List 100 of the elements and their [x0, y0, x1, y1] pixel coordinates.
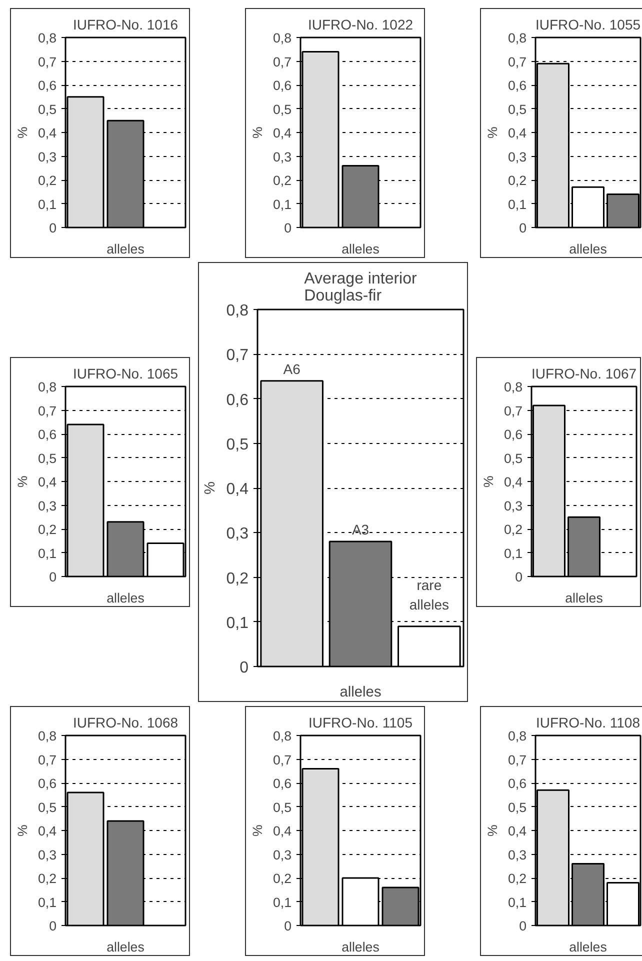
y-tick-label: 0,6 — [38, 78, 57, 93]
y-tick-label: 0,2 — [508, 173, 527, 188]
y-tick-label: 0,5 — [272, 800, 292, 815]
y-tick-label: 0,6 — [508, 776, 527, 791]
x-axis-title: alleles — [106, 242, 145, 256]
x-axis-title: alleles — [106, 590, 145, 606]
y-tick-label: 0,1 — [508, 196, 527, 212]
y-tick-label: 0,1 — [226, 614, 249, 632]
y-tick-label: 0 — [519, 918, 527, 934]
chart-title: IUFRO-No. 1067 — [531, 366, 637, 382]
y-tick-label: 0,1 — [508, 894, 527, 910]
y-tick-label: 0,4 — [38, 824, 58, 838]
annotation: rare alleles — [409, 577, 450, 612]
y-tick-label: 0,8 — [226, 302, 249, 320]
x-axis-title: alleles — [340, 684, 382, 700]
y-tick-label: 0,7 — [508, 752, 527, 768]
x-axis-title: alleles — [569, 242, 608, 256]
y-tick-label: 0,1 — [38, 546, 57, 561]
y-tick-label: 0,7 — [38, 54, 57, 70]
y-tick-label: 0 — [284, 918, 292, 934]
y-axis-title: % — [250, 126, 265, 138]
y-tick-label: 0,6 — [272, 78, 292, 93]
y-tick-label: 0,8 — [504, 380, 523, 394]
y-tick-label: 0,2 — [38, 173, 57, 188]
y-tick-label: 0,2 — [38, 871, 57, 886]
y-tick-label: 0 — [49, 918, 57, 934]
y-axis-title: % — [14, 824, 30, 836]
y-tick-label: 0,3 — [38, 149, 57, 164]
y-tick-label: 0,7 — [272, 54, 292, 70]
chart-title: IUFRO-No. 1065 — [72, 366, 178, 382]
y-tick-label: 0,2 — [504, 522, 523, 537]
y-tick-label: 0,7 — [226, 347, 249, 364]
chart-title: IUFRO-No. 1022 — [308, 16, 414, 32]
y-tick-label: 0,5 — [226, 436, 249, 454]
y-tick-label: 0,4 — [226, 481, 249, 498]
y-axis-title: % — [250, 824, 265, 836]
y-tick-label: 0,5 — [38, 450, 57, 466]
y-tick-label: 0,3 — [226, 526, 249, 543]
y-tick-label: 0,3 — [272, 149, 292, 164]
y-tick-label: 0,4 — [508, 126, 528, 140]
y-tick-label: 0,5 — [508, 800, 527, 815]
y-tick-label: 0,7 — [508, 54, 527, 70]
y-tick-label: 0,3 — [508, 847, 527, 862]
y-tick-label: 0,3 — [504, 498, 523, 514]
y-axis-title: % — [202, 481, 218, 495]
y-tick-label: 0,2 — [508, 871, 527, 886]
y-tick-label: 0,3 — [38, 847, 57, 862]
y-tick-label: 0,1 — [38, 196, 57, 212]
y-axis-title: % — [14, 475, 30, 488]
chart-title: IUFRO-No. 1105 — [308, 714, 413, 730]
annotation: A3 — [352, 522, 370, 538]
y-tick-label: 0,6 — [38, 427, 57, 442]
y-tick-label: 0,8 — [38, 30, 57, 46]
y-tick-label: 0,3 — [508, 149, 527, 164]
y-axis-title: % — [14, 126, 30, 138]
y-tick-label: 0,4 — [504, 474, 524, 490]
y-axis-title: % — [484, 824, 500, 836]
chart-title: IUFRO-No. 1108 — [536, 714, 640, 730]
chart-title: IUFRO-No. 1068 — [72, 714, 178, 730]
chart-title: IUFRO-No. 1055 — [535, 16, 641, 32]
x-axis-title: alleles — [342, 242, 380, 256]
y-tick-label: 0,8 — [38, 380, 57, 394]
y-tick-label: 0,6 — [508, 78, 527, 93]
y-tick-label: 0,1 — [272, 894, 292, 910]
y-tick-label: 0,3 — [272, 847, 292, 862]
y-tick-label: 0,6 — [226, 392, 249, 409]
y-tick-label: 0 — [240, 660, 249, 676]
y-tick-label: 0,1 — [272, 196, 292, 212]
y-tick-label: 0 — [49, 570, 57, 584]
y-tick-label: 0,7 — [272, 752, 292, 768]
y-tick-label: 0,8 — [508, 30, 527, 46]
y-tick-label: 0,4 — [272, 824, 292, 838]
y-tick-label: 0,5 — [504, 450, 523, 466]
y-tick-label: 0,7 — [38, 752, 57, 768]
y-tick-label: 0,4 — [272, 126, 292, 140]
y-tick-label: 0,6 — [38, 776, 57, 791]
chart-title: Average interior Douglas-fir — [304, 270, 418, 304]
y-tick-label: 0,3 — [38, 498, 57, 514]
y-tick-label: 0,1 — [504, 546, 523, 561]
y-tick-label: 0,4 — [508, 824, 528, 838]
y-tick-label: 0,7 — [38, 403, 57, 418]
y-tick-label: 0,5 — [38, 800, 57, 815]
y-tick-label: 0,8 — [508, 728, 527, 744]
y-axis-title: % — [484, 126, 500, 138]
y-tick-label: 0,6 — [272, 776, 292, 791]
y-tick-label: 0,1 — [38, 894, 57, 910]
y-tick-label: 0,5 — [38, 102, 57, 117]
annotation: A6 — [283, 360, 301, 377]
y-tick-label: 0,8 — [272, 728, 292, 744]
y-tick-label: 0 — [49, 220, 57, 236]
y-tick-label: 0,2 — [272, 173, 292, 188]
y-axis-title: % — [480, 475, 496, 488]
y-tick-label: 0,4 — [38, 126, 58, 140]
y-tick-label: 0,7 — [504, 403, 523, 418]
y-tick-label: 0,8 — [272, 30, 292, 46]
y-tick-label: 0 — [515, 570, 523, 584]
y-tick-label: 0,2 — [38, 522, 57, 537]
y-tick-label: 0 — [284, 220, 292, 236]
chart-title: IUFRO-No. 1016 — [72, 16, 178, 32]
y-tick-label: 0,6 — [504, 427, 523, 442]
